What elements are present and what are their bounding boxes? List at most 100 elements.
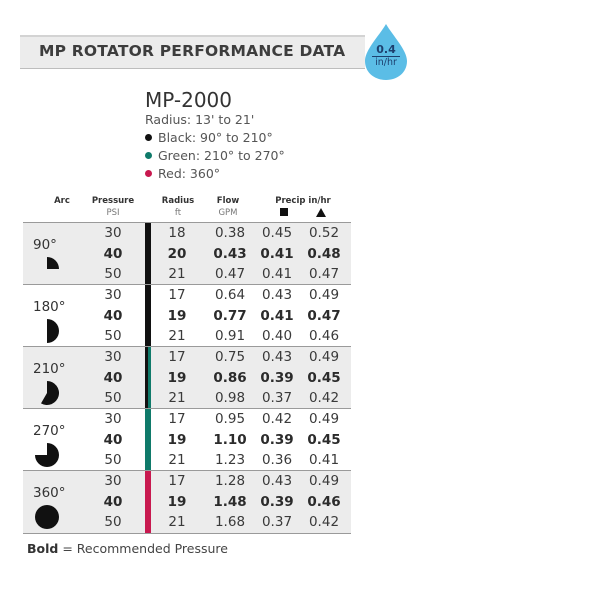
variant-red: Red: 360° [145,166,220,182]
water-drop-icon [365,24,407,80]
pressure-cell: 50 [104,390,122,407]
precip-triangle-cell: 0.45 [307,431,341,448]
precip-triangle-cell: 0.52 [308,225,340,241]
col-arc: Arc [54,196,70,206]
table-row: 30 17 0.95 0.42 0.49 [23,409,351,430]
flow-cell: 1.23 [214,452,246,469]
col-pressure: Pressure [91,196,135,206]
variant-black: Black: 90° to 210° [145,130,273,146]
green-dot-icon [145,152,152,159]
nozzle-color-bar [145,471,151,533]
arc-group: 360° 30 17 1.28 0.43 0.49 40 19 1.48 0.39 0.46 50 21… [23,471,351,533]
variant-label: Black: 90° to 210° [158,130,273,145]
arc-label: 90° [33,237,57,253]
nozzle-color-bar [145,285,151,347]
radius-cell: 18 [168,225,186,241]
nozzle-color-bar [145,347,151,409]
table-row: 30 18 0.38 0.45 0.52 [23,223,351,244]
radius-cell: 21 [168,514,186,531]
nozzle-color-bar [145,409,151,471]
table-row: 40 19 0.86 0.39 0.45 [23,368,351,389]
precip-triangle-cell: 0.47 [307,307,341,324]
flow-cell: 0.47 [214,266,246,283]
model-name: MP-2000 [145,88,232,112]
col-flow-unit: GPM [218,208,238,218]
precip-square-cell: 0.39 [260,369,294,386]
variant-label: Red: 360° [158,166,221,181]
col-radius: Radius [161,196,195,206]
precip-square-cell: 0.43 [261,473,293,489]
precip-triangle-cell: 0.49 [308,411,340,427]
flow-cell: 0.77 [213,307,247,324]
arc-pie-icon [35,443,59,467]
arc-group: 270° 30 17 0.95 0.42 0.49 40 19 1.10 0.39 0.45 50 21… [23,409,351,471]
precip-square-cell: 0.36 [261,452,293,469]
pressure-cell: 30 [104,349,122,365]
model-radius: Radius: 13' to 21' [145,112,255,127]
radius-cell: 21 [168,266,186,283]
table-row: 50 21 0.91 0.40 0.46 [23,326,351,347]
arc-group: 180° 30 17 0.64 0.43 0.49 40 19 0.77 0.41 0.47 50 21… [23,285,351,347]
radius-cell: 17 [168,473,186,489]
table-row: 50 21 0.47 0.41 0.47 [23,264,351,285]
flow-cell: 1.48 [213,493,247,510]
precip-square-cell: 0.43 [261,287,293,303]
radius-cell: 17 [168,349,186,365]
pressure-cell: 40 [103,369,123,386]
black-dot-icon [145,134,152,141]
arc-label: 360° [33,485,66,501]
flow-cell: 0.98 [214,390,246,407]
precip-triangle-cell: 0.42 [308,390,340,407]
flow-cell: 1.68 [214,514,246,531]
radius-cell: 21 [168,390,186,407]
precip-badge-value: 0.4 [376,43,396,56]
group-divider [23,470,351,471]
flow-cell: 0.91 [214,328,246,345]
pressure-cell: 40 [103,245,123,262]
group-divider [23,284,351,285]
variant-green: Green: 210° to 270° [145,148,285,164]
table-row: 40 19 1.10 0.39 0.45 [23,430,351,451]
radius-cell: 19 [167,493,187,510]
pressure-cell: 30 [104,225,122,241]
table-row: 50 21 1.68 0.37 0.42 [23,512,351,533]
radius-cell: 20 [167,245,187,262]
precip-triangle-cell: 0.46 [308,328,340,345]
pressure-cell: 40 [103,307,123,324]
table-row: 50 21 0.98 0.37 0.42 [23,388,351,409]
footnote: Bold = Recommended Pressure [27,541,228,556]
precip-square-cell: 0.41 [261,266,293,283]
radius-cell: 17 [168,411,186,427]
flow-cell: 0.86 [213,369,247,386]
footnote-bold: Bold [27,541,59,556]
pressure-cell: 50 [104,266,122,283]
radius-cell: 19 [167,307,187,324]
flow-cell: 1.10 [213,431,247,448]
flow-cell: 0.43 [213,245,247,262]
flow-cell: 0.64 [214,287,246,303]
table-bottom-divider [23,533,351,534]
precip-triangle-cell: 0.41 [308,452,340,469]
nozzle-color-bar [145,223,151,285]
precip-badge-unit: in/hr [375,57,397,68]
precip-triangle-cell: 0.45 [307,369,341,386]
col-flow: Flow [216,196,240,206]
flow-cell: 0.75 [214,349,246,365]
table-row: 30 17 0.64 0.43 0.49 [23,285,351,306]
arc-pie-icon [41,381,60,405]
table-row: 40 19 0.77 0.41 0.47 [23,306,351,327]
precip-square-cell: 0.42 [261,411,293,427]
pressure-cell: 50 [104,328,122,345]
page-title: MP ROTATOR PERFORMANCE DATA [39,42,346,60]
pressure-cell: 50 [104,514,122,531]
precip-square-cell: 0.37 [261,390,293,407]
header-band [20,35,365,69]
flow-cell: 0.38 [214,225,246,241]
triangle-spacing-icon [316,208,326,217]
pressure-cell: 50 [104,452,122,469]
red-dot-icon [145,170,152,177]
table-row: 30 17 0.75 0.43 0.49 [23,347,351,368]
group-divider [23,222,351,223]
table-row: 30 17 1.28 0.43 0.49 [23,471,351,492]
radius-cell: 17 [168,287,186,303]
